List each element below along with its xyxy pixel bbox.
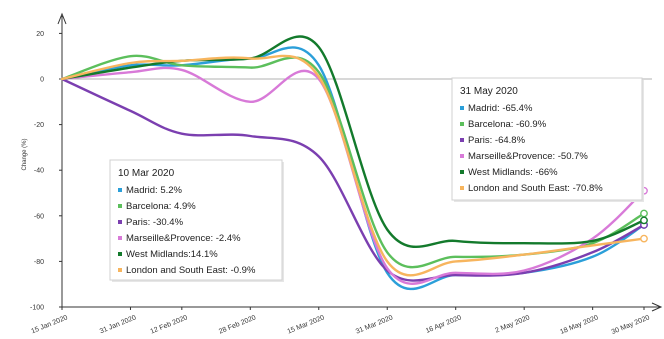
tooltip-swatch [118,220,122,224]
y-tick-label: -80 [34,259,44,266]
y-axis-arrow [57,12,67,25]
series-line-paris [60,77,646,282]
tooltip-swatch [460,154,464,158]
x-tick-label: 16 Apr 2020 [425,314,463,335]
axes: 20 0 -20 -40 -60 -80 -100 Change (%) 15 Jan 2020… [22,12,663,336]
tooltips: 10 Mar 2020 Madrid: 5.2% Barcelona: 4.9% Pa… [109,77,644,282]
tooltip-entry: Madrid: 5.2% [126,185,183,196]
y-tick-label: -60 [34,213,44,220]
tooltip-swatch [460,138,464,142]
tooltip-swatch [460,186,464,190]
series-line-london-and-south-east [60,54,646,277]
tooltip-swatch [460,122,464,126]
x-tick-label: 15 Mar 2020 [286,314,325,335]
series-end-marker-west-midlands [640,216,648,225]
tooltip-swatch [118,188,122,192]
x-tick-label: 31 Jan 2020 [99,314,137,335]
tooltip-entry: London and South East: -0.9% [126,265,256,276]
y-tick-label: -40 [34,168,44,175]
tooltip-panel [109,159,283,281]
x-tick-label: 31 Mar 2020 [355,314,394,335]
series-line-west-midlands [60,35,646,249]
x-tick-label: 2 May 2020 [494,314,531,334]
x-axis-arrow [651,302,663,312]
y-axis-title: Change (%) [22,138,28,170]
tooltip-entry: Paris: -64.8% [468,135,526,146]
tooltip-entry: Paris: -30.4% [126,217,184,228]
x-tick-label: 18 May 2020 [559,314,599,336]
y-tick-label: -20 [34,122,44,129]
x-tick-label: 28 Feb 2020 [218,314,257,335]
tooltip-entry: West Midlands: -66% [468,167,558,178]
series-end-marker-barcelona [640,209,648,218]
y-tick-label: 20 [36,31,44,38]
tooltip-entry: Marseille&Provence: -2.4% [126,233,241,244]
tooltip-entry: West Midlands:14.1% [126,249,218,260]
tooltip-box: 10 Mar 2020 Madrid: 5.2% Barcelona: 4.9% Pa… [109,159,284,282]
tooltip-box: 31 May 2020 Madrid: -65.4% Barcelona: -60.… [451,77,644,202]
y-tick-label: 0 [40,77,44,84]
tooltip-swatch [460,170,464,174]
tooltip-panel [451,77,643,201]
tooltip-swatch [118,204,122,208]
series-end-marker-london-and-south-east [640,234,648,243]
y-tick-label: -100 [30,305,44,312]
tooltip-swatch [118,236,122,240]
x-tick-label: 12 Feb 2020 [150,314,189,335]
tooltip-title: 10 Mar 2020 [118,168,175,179]
tooltip-title: 31 May 2020 [460,86,518,97]
x-tick-label: 30 May 2020 [611,314,651,336]
tooltip-entry: London and South East: -70.8% [468,183,603,194]
tooltip-swatch [118,252,122,256]
tooltip-entry: Barcelona: -60.9% [468,119,547,130]
tooltip-entry: Madrid: -65.4% [468,103,533,114]
tooltip-entry: Barcelona: 4.9% [126,201,196,212]
series-lines [60,35,648,291]
tooltip-entry: Marseille&Provence: -50.7% [468,151,588,162]
tooltip-swatch [118,268,122,272]
tooltip-swatch [460,106,464,110]
x-tick-label: 15 Jan 2020 [30,314,68,335]
